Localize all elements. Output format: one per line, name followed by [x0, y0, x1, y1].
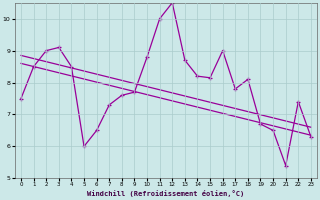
- X-axis label: Windchill (Refroidissement éolien,°C): Windchill (Refroidissement éolien,°C): [87, 190, 244, 197]
